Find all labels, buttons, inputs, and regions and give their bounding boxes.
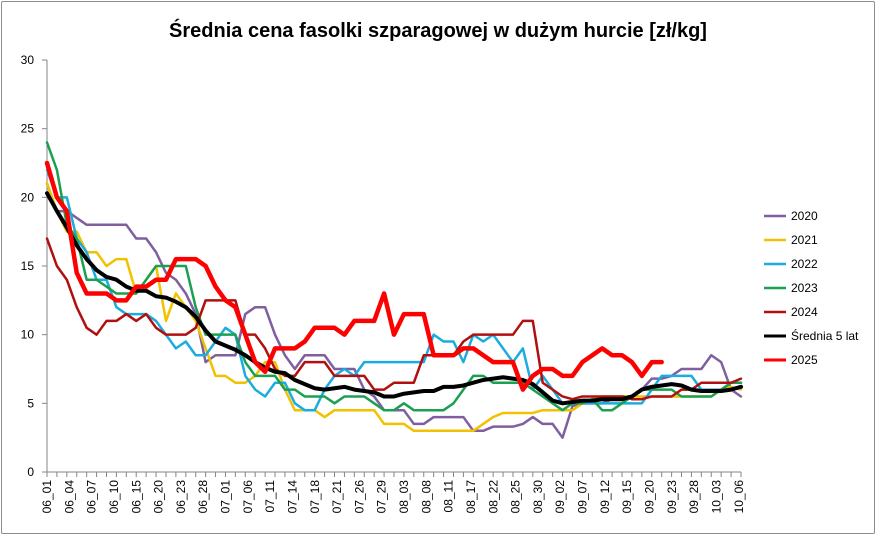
x-tick-label: 10_06 [732,480,746,514]
x-tick-label: 06_28 [196,480,210,514]
y-tick-label: 30 [21,53,35,67]
x-tick-label: 07_14 [285,480,299,514]
y-tick-label: 5 [27,396,34,410]
legend-label: 2022 [791,257,818,271]
x-tick-label: 07_11 [263,480,277,513]
legend: 2020 2021 2022 2023 2024 Średnia 5 lat 2025 [764,209,859,367]
axes: 0 5 10 15 20 25 30 06_01 06_04 06_07 06_10 06_15 06_… [21,53,746,513]
x-tick-label: 06_15 [129,480,143,514]
series-line-5 [45,191,743,406]
x-tick-label: 08_25 [509,480,523,514]
x-tick-label: 08_08 [419,480,433,514]
legend-label: Średnia 5 lat [791,328,859,343]
series-line-4 [45,237,743,401]
x-tick-label: 06_07 [85,480,99,514]
x-tick-label: 09_12 [598,480,612,514]
x-tick-label: 07_06 [241,480,255,514]
x-tick-label: 09_15 [620,480,634,514]
y-tick-label: 25 [21,122,35,136]
x-tick-label: 06_01 [40,480,54,514]
series-layer [44,141,743,439]
x-tick-label: 07_21 [330,480,344,514]
legend-label: 2023 [791,281,818,295]
legend-label: 2025 [791,353,818,367]
x-tick-label: 09_02 [553,480,567,514]
legend-label: 2021 [791,233,818,247]
y-tick-label: 10 [21,328,35,342]
legend-label: 2020 [791,209,818,223]
legend-label: 2024 [791,305,818,319]
x-tick-label: 08_03 [397,480,411,514]
x-tick-label: 09_23 [665,480,679,514]
x-tick-label: 10_03 [709,480,723,514]
x-tick-label: 06_10 [107,480,121,514]
x-tick-label: 09_28 [687,480,701,514]
x-tick-label: 06_23 [174,480,188,514]
series-line-3 [45,141,743,412]
series-line-6 [44,160,664,392]
x-tick-label: 06_04 [62,480,76,514]
x-tick-label: 07_26 [352,480,366,514]
x-tick-label: 06_20 [152,480,166,514]
x-tick-label: 08_17 [464,480,478,514]
y-tick-label: 15 [21,259,35,273]
x-tick-label: 08_22 [486,480,500,514]
series-line-2 [45,168,743,412]
y-tick-label: 20 [21,190,35,204]
x-tick-label: 08_11 [442,480,456,513]
x-tick-label: 07_29 [375,480,389,514]
x-tick-label: 09_07 [576,480,590,514]
x-tick-label: 09_20 [643,480,657,514]
x-tick-label: 07_18 [308,480,322,514]
x-tick-label: 08_30 [531,480,545,514]
y-tick-label: 0 [27,465,34,479]
x-tick-label: 07_01 [219,480,233,514]
chart-title: Średnia cena fasolki szparagowej w dużym… [169,18,707,42]
